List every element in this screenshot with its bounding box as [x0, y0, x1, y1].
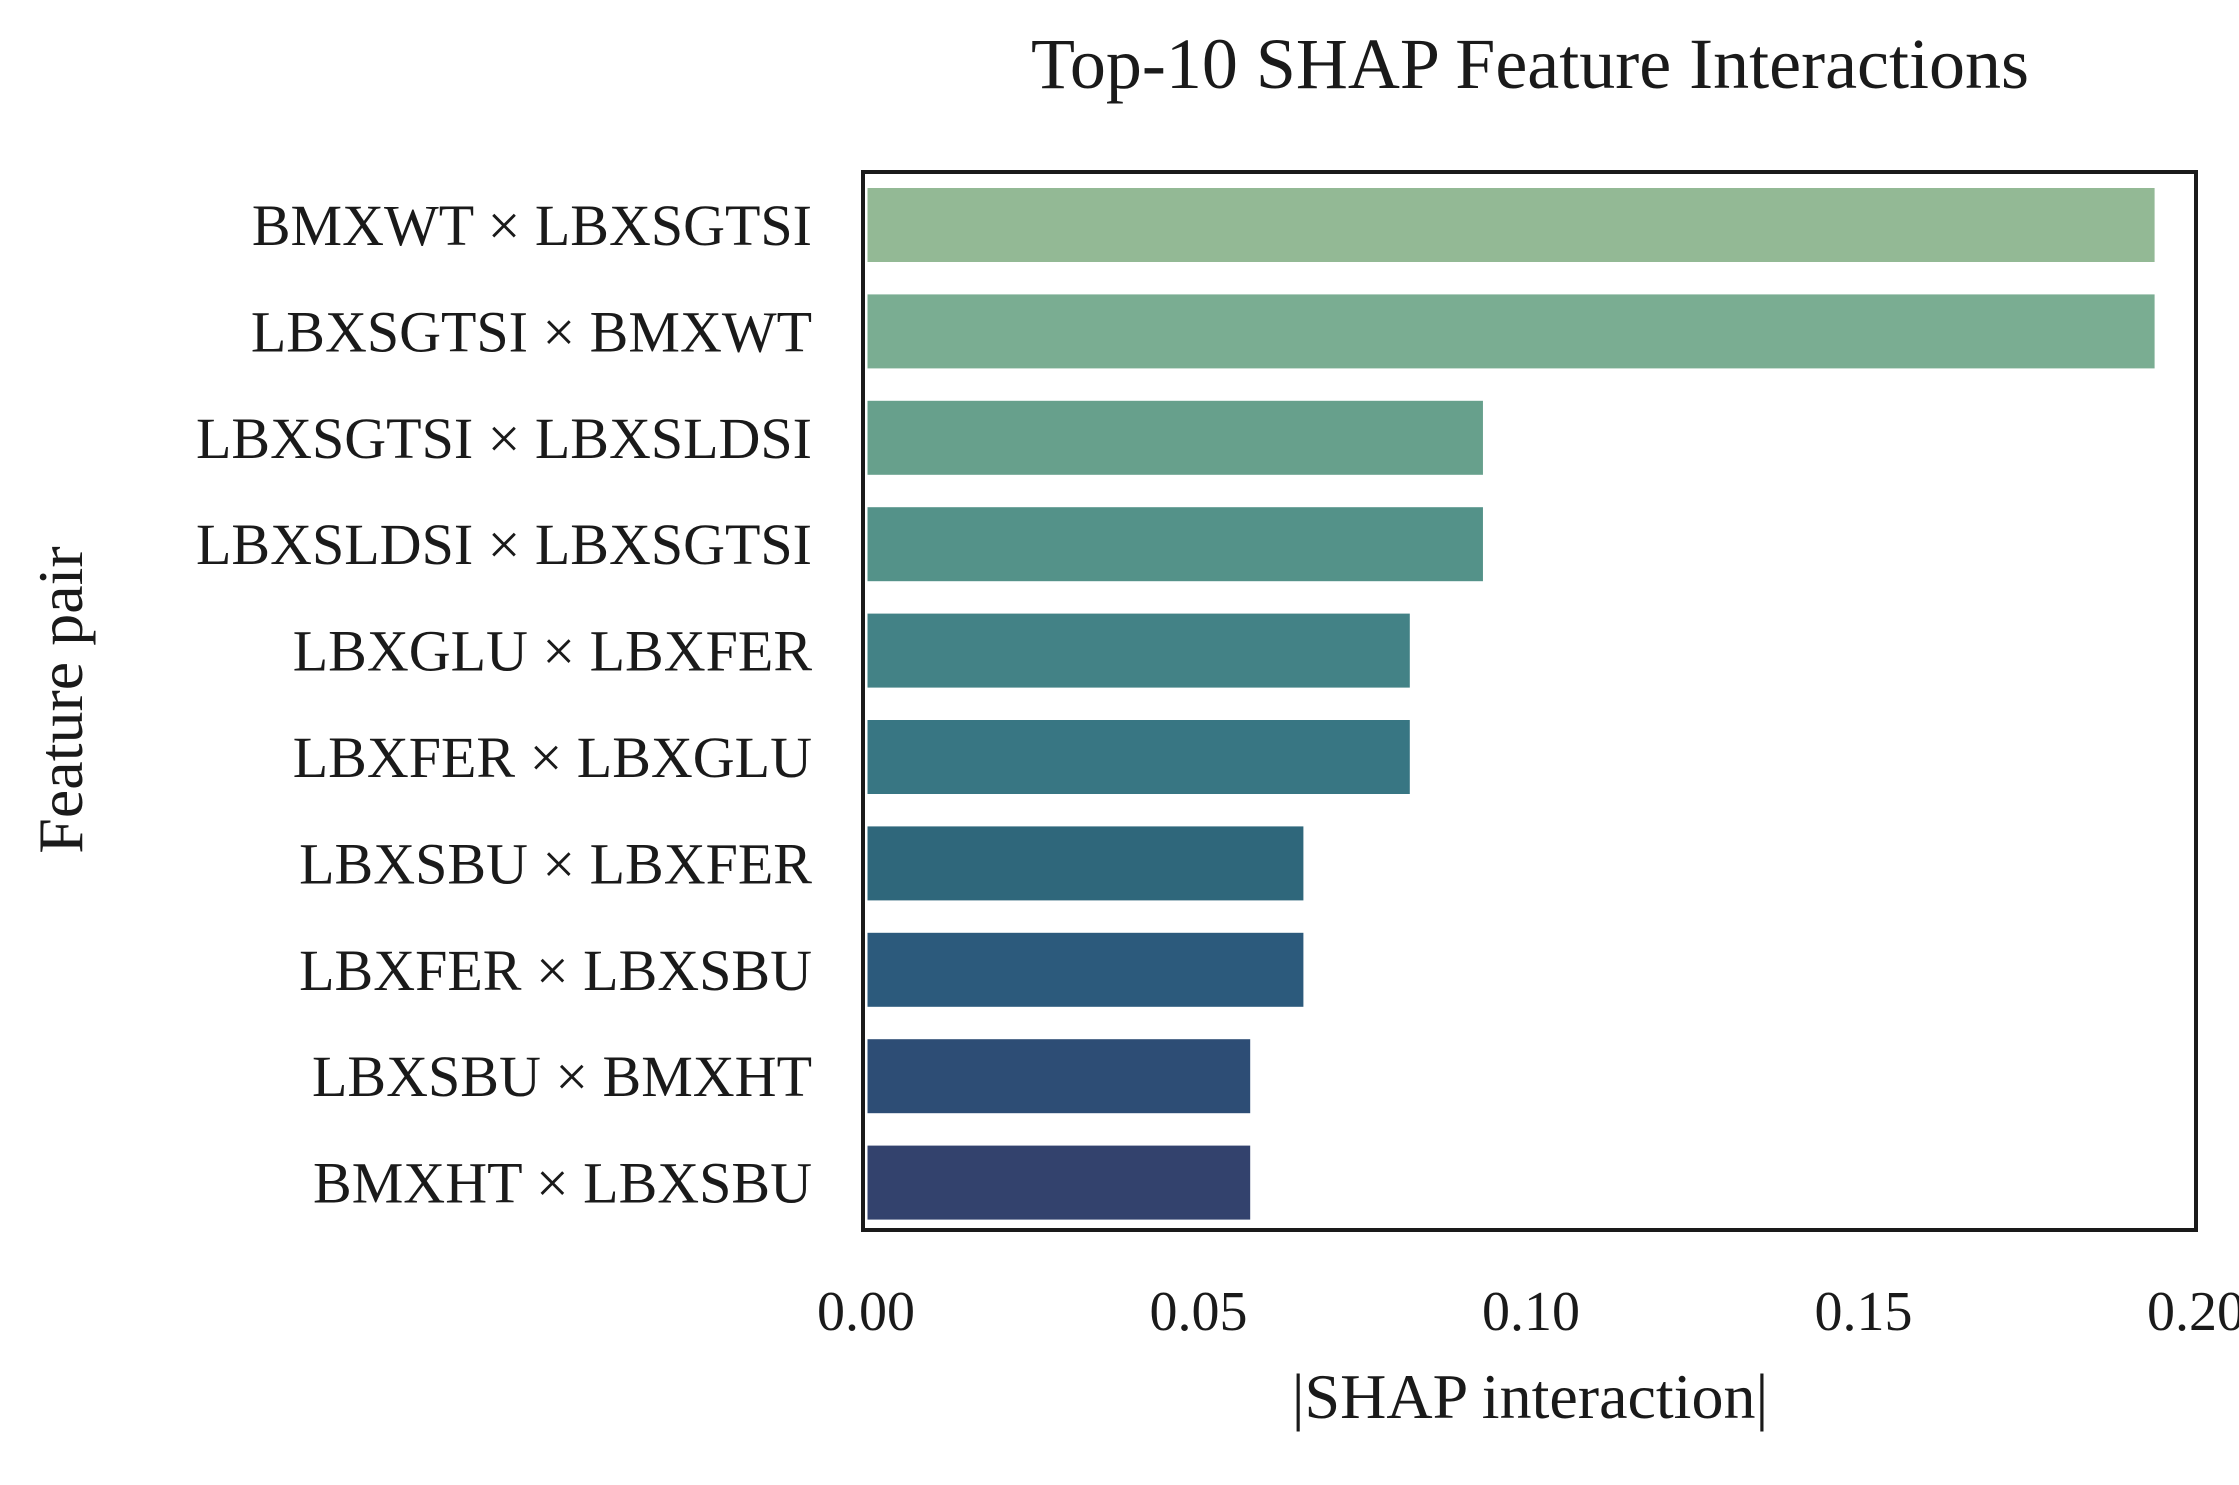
x-tick-label: 0.15: [1815, 1281, 1913, 1343]
bar: [864, 929, 1307, 1010]
y-tick-label: BMXWT × LBXSGTSI: [252, 193, 812, 258]
x-tick-label: 0.00: [817, 1281, 915, 1343]
y-tick-label: LBXGLU × LBXFER: [293, 619, 813, 684]
x-tick-labels: 0.00 0.05 0.10 0.15 0.20: [817, 1281, 2239, 1343]
y-tick-label: BMXHT × LBXSBU: [313, 1151, 812, 1216]
x-tick-label: 0.20: [2147, 1281, 2239, 1343]
x-tick-label: 0.05: [1150, 1281, 1248, 1343]
bar: [864, 291, 2158, 372]
bar: [864, 823, 1307, 904]
y-tick-label: LBXSGTSI × LBXSLDSI: [196, 406, 812, 471]
y-tick-label: LBXFER × LBXSBU: [299, 938, 812, 1003]
y-tick-label: LBXSLDSI × LBXSGTSI: [196, 512, 812, 577]
bar: [864, 504, 1486, 585]
bar: [864, 610, 1413, 691]
chart-title: Top-10 SHAP Feature Interactions: [1031, 24, 2029, 104]
bars-layer: [864, 185, 2158, 1223]
y-tick-label: LBXFER × LBXGLU: [293, 725, 812, 790]
y-axis-label: Feature pair: [25, 546, 96, 853]
bar: [864, 185, 2158, 265]
y-tick-label: LBXSBU × LBXFER: [299, 831, 812, 896]
bar: [864, 1142, 1254, 1223]
y-tick-labels: BMXWT × LBXSGTSI LBXSGTSI × BMXWT LBXSGTSI…: [196, 193, 812, 1216]
bar: [864, 1036, 1254, 1117]
y-tick-label: LBXSGTSI × BMXWT: [251, 299, 812, 364]
y-tick-label: LBXSBU × BMXHT: [312, 1044, 812, 1109]
bar: [864, 717, 1413, 797]
x-tick-label: 0.10: [1482, 1281, 1580, 1343]
plot-frame: [861, 170, 2198, 1232]
bar: [864, 397, 1486, 478]
x-axis-label: |SHAP interaction|: [1292, 1361, 1769, 1432]
